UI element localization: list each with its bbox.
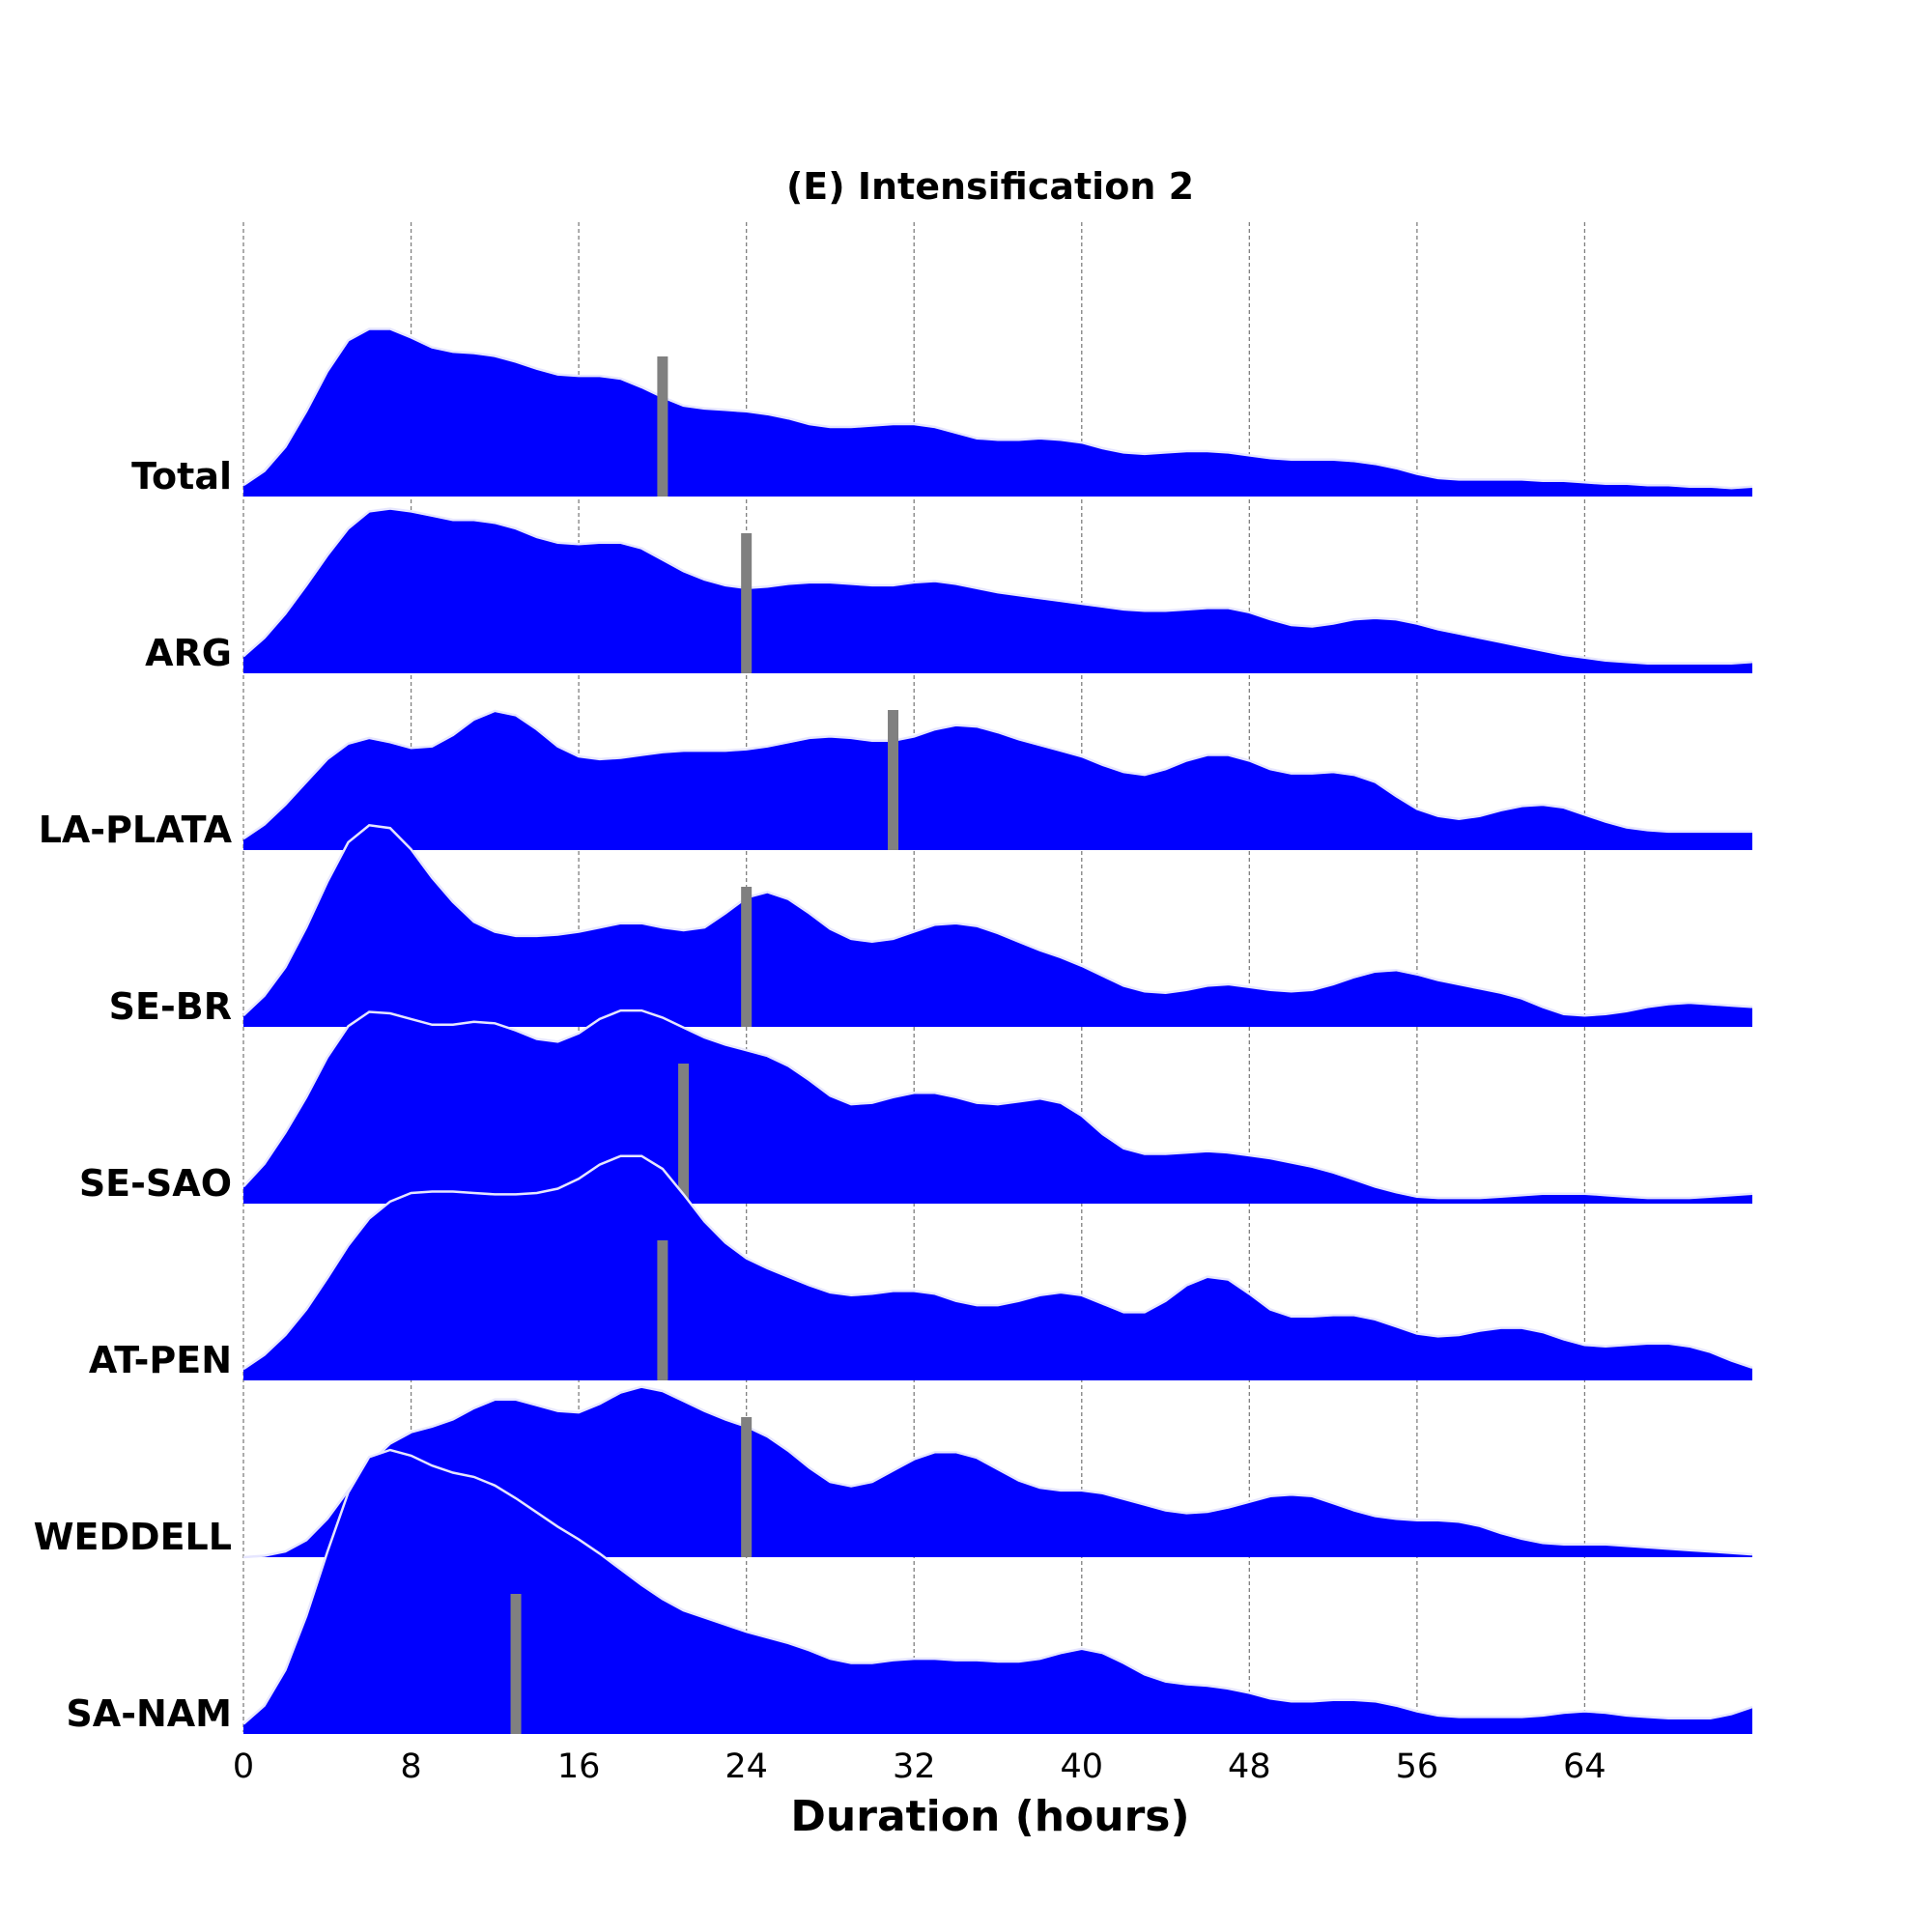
x-tick-label: 56 [1396, 1747, 1439, 1786]
row-label-se-sao: SE-SAO [79, 1162, 232, 1205]
density-area [243, 1450, 1752, 1734]
row-labels: Total ARG LA-PLATA SE-BR SE-SAO AT-PEN WEDDELL… [34, 455, 233, 1735]
row-label-at-pen: AT-PEN [89, 1339, 232, 1381]
median-marker [888, 710, 899, 850]
density-area [243, 1010, 1752, 1204]
x-tick-label: 24 [724, 1747, 768, 1786]
density-area [243, 825, 1752, 1027]
density-outline [242, 507, 1753, 665]
ridge-total [242, 327, 1753, 497]
ridge-la-plata [242, 709, 1752, 850]
density-area [243, 710, 1752, 850]
x-tick-label: 64 [1563, 1747, 1606, 1786]
x-tick-label: 16 [557, 1747, 601, 1786]
density-area [243, 1155, 1752, 1380]
density-outline [242, 709, 1752, 840]
density-outline [242, 1154, 1753, 1371]
x-tick-label: 40 [1061, 1747, 1104, 1786]
density-area [243, 328, 1752, 497]
x-tick-label: 32 [893, 1747, 936, 1786]
ridge-arg [242, 507, 1753, 673]
row-label-se-br: SE-BR [109, 985, 232, 1028]
ridge-sa-nam [242, 1448, 1753, 1734]
x-axis-label: Duration (hours) [790, 1792, 1189, 1841]
chart-title: (E) Intensification 2 [786, 165, 1194, 208]
x-tick-label: 8 [400, 1747, 421, 1786]
x-tick-label: 48 [1228, 1747, 1271, 1786]
row-label-total: Total [131, 455, 232, 497]
ridge-se-sao [242, 1009, 1753, 1204]
density-outline [242, 1448, 1753, 1725]
density-area [243, 1386, 1752, 1557]
density-outline [242, 1009, 1753, 1200]
density-outline [242, 1385, 1753, 1559]
density-area [243, 508, 1752, 673]
median-marker [678, 1064, 690, 1204]
median-marker [657, 1240, 668, 1380]
ridge-at-pen [242, 1154, 1753, 1380]
median-marker [741, 1417, 753, 1557]
x-tick-labels: 0 8 16 24 32 40 48 56 64 [233, 1747, 1606, 1786]
median-marker [741, 533, 753, 673]
density-outline [242, 823, 1753, 1017]
row-label-weddell: WEDDELL [34, 1516, 232, 1558]
median-marker [741, 887, 753, 1027]
row-label-arg: ARG [145, 632, 232, 674]
row-label-la-plata: LA-PLATA [39, 809, 233, 851]
x-tick-label: 0 [233, 1747, 254, 1786]
ridge-weddell [242, 1385, 1753, 1559]
row-label-sa-nam: SA-NAM [66, 1692, 232, 1735]
ridge-se-br [242, 823, 1753, 1027]
median-marker [657, 356, 668, 497]
density-outline [242, 327, 1753, 490]
median-marker [510, 1594, 522, 1734]
ridges [242, 327, 1753, 1734]
